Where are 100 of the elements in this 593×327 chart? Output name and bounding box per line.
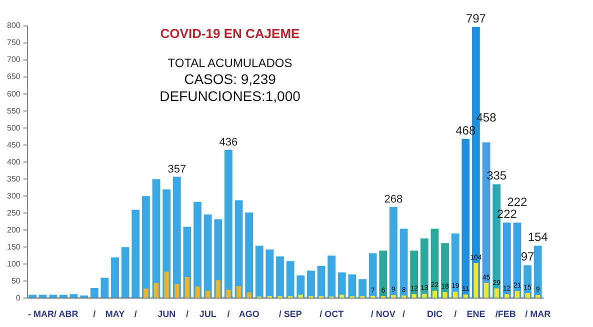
data-label: 154 bbox=[528, 230, 548, 244]
bar bbox=[442, 292, 448, 298]
x-tick-label: / MAR bbox=[525, 309, 552, 320]
x-tick-label: AGO bbox=[238, 309, 260, 320]
annotation: TOTAL ACUMULADOS bbox=[166, 56, 294, 71]
bar bbox=[379, 250, 388, 298]
y-tick-label: 100 bbox=[6, 259, 21, 268]
y-tick-label: 350 bbox=[6, 174, 21, 184]
bar bbox=[224, 150, 232, 298]
bar bbox=[142, 196, 150, 298]
annotation: DEFUNCIONES:1,000 bbox=[158, 88, 302, 105]
bar bbox=[184, 277, 190, 298]
bar bbox=[80, 295, 88, 298]
bar bbox=[226, 290, 231, 298]
bar bbox=[154, 282, 159, 298]
bar bbox=[246, 292, 252, 298]
bar bbox=[206, 290, 210, 298]
bar bbox=[328, 256, 336, 298]
data-label: 222 bbox=[507, 194, 528, 209]
bar bbox=[172, 176, 181, 298]
bar bbox=[111, 257, 119, 298]
bar bbox=[525, 293, 530, 298]
x-tick-label: JUL bbox=[199, 309, 217, 320]
x-tick-label: - MAR/ ABR bbox=[28, 309, 79, 320]
x-tick-label: MAY bbox=[105, 309, 125, 320]
bar bbox=[504, 294, 510, 298]
bar bbox=[536, 295, 540, 298]
bar bbox=[296, 275, 305, 298]
x-tick-label: / bbox=[186, 309, 189, 320]
bar bbox=[441, 243, 449, 298]
x-tick-label: ENE bbox=[466, 309, 486, 320]
y-tick-label: 650 bbox=[6, 72, 21, 82]
data-label: 436 bbox=[219, 136, 238, 148]
x-tick-label: JUN bbox=[158, 309, 176, 320]
y-tick-label: 200 bbox=[6, 225, 21, 234]
x-tick-label: / OCT bbox=[320, 309, 344, 320]
bar bbox=[338, 272, 346, 298]
bar bbox=[266, 250, 274, 298]
bar bbox=[194, 202, 202, 298]
x-tick-label: / bbox=[227, 309, 230, 320]
bar bbox=[234, 200, 243, 298]
bar bbox=[216, 280, 220, 298]
bar bbox=[144, 288, 148, 298]
bar bbox=[132, 210, 140, 298]
bar bbox=[204, 214, 212, 298]
bar bbox=[307, 270, 315, 298]
x-tick-label: / NOV bbox=[370, 309, 396, 320]
bar bbox=[534, 246, 542, 298]
bar bbox=[391, 295, 396, 298]
x-tick-label: / bbox=[93, 309, 96, 320]
y-tick-label: 750 bbox=[6, 38, 21, 48]
data-label: 797 bbox=[466, 11, 486, 26]
y-tick-label: 400 bbox=[6, 157, 21, 166]
bar bbox=[400, 228, 408, 298]
y-tick-label: 550 bbox=[6, 106, 21, 116]
bar bbox=[502, 222, 511, 298]
x-tick-label: DIC bbox=[426, 309, 443, 320]
bar bbox=[121, 247, 130, 298]
y-tick-label: 600 bbox=[6, 89, 21, 98]
bar bbox=[513, 222, 522, 298]
data-label: 97 bbox=[520, 250, 535, 264]
data-label: 357 bbox=[168, 163, 186, 176]
bar bbox=[412, 294, 416, 298]
bar bbox=[255, 246, 264, 298]
bar bbox=[420, 238, 428, 298]
data-label: 268 bbox=[384, 194, 403, 206]
bar bbox=[451, 234, 460, 298]
annotation: CASOS: 9,239 bbox=[183, 71, 277, 88]
bar bbox=[358, 279, 366, 298]
bar bbox=[245, 212, 254, 298]
bar bbox=[453, 292, 458, 298]
y-tick-label: 700 bbox=[6, 55, 21, 64]
bar bbox=[236, 286, 242, 298]
chart-title: COVID-19 EN CAJEME bbox=[159, 26, 301, 41]
bar bbox=[474, 262, 478, 298]
y-tick-label: 0 bbox=[16, 293, 21, 302]
bar bbox=[514, 291, 520, 298]
bar bbox=[152, 179, 160, 298]
y-tick-label: 150 bbox=[6, 242, 21, 252]
x-tick-label: / bbox=[454, 309, 458, 320]
bar bbox=[348, 274, 356, 298]
bar bbox=[276, 256, 284, 298]
bar bbox=[390, 207, 398, 298]
y-tick-label: 500 bbox=[6, 123, 21, 132]
y-tick-label: 250 bbox=[6, 208, 21, 218]
bar bbox=[317, 266, 326, 298]
bar bbox=[90, 288, 98, 298]
bar bbox=[432, 290, 438, 298]
bar bbox=[368, 253, 377, 298]
bar bbox=[494, 288, 499, 298]
bar bbox=[410, 250, 418, 298]
bar bbox=[174, 284, 180, 298]
bar bbox=[286, 261, 294, 298]
y-tick-label: 800 bbox=[6, 21, 21, 30]
bar bbox=[100, 278, 109, 298]
bar bbox=[195, 286, 200, 298]
bar bbox=[463, 294, 468, 298]
bar bbox=[70, 294, 78, 298]
x-tick-label: FEB bbox=[498, 309, 516, 320]
x-tick-label: / bbox=[495, 309, 498, 320]
